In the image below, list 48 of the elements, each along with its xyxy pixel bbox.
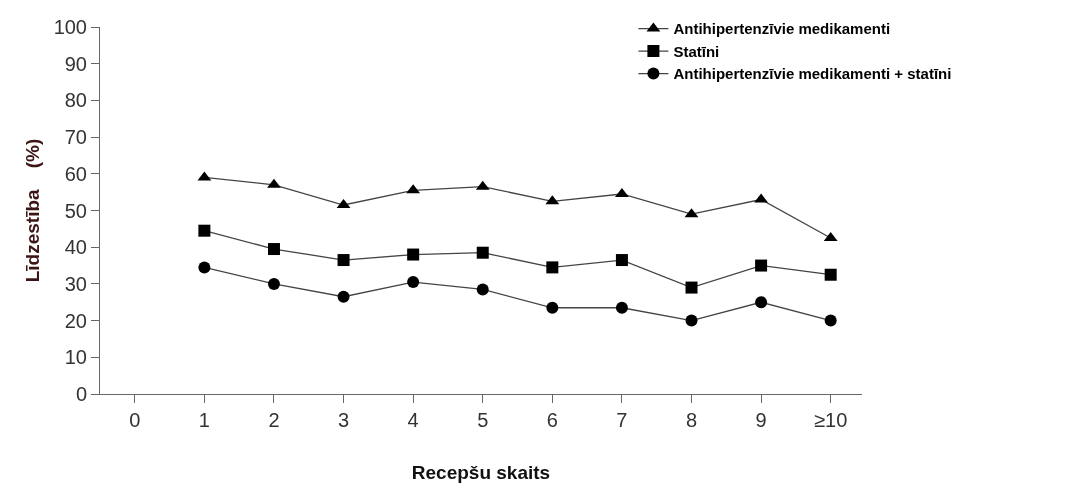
point [407,276,420,289]
y-tick-label: 0 [75,383,87,405]
point [337,290,350,303]
x-tick-label: 3 [338,409,350,431]
legend-label: Antihipertenzīvie medikamenti [673,20,891,38]
x-axis-title: Recepšu skaits [411,461,551,483]
point [755,296,768,309]
x-tick-label: 4 [407,409,419,431]
legend-label: Statīni [673,42,720,60]
legend-label: Antihipertenzīvie medikamenti + statīni [673,65,952,83]
x-tick-label: 0 [129,409,141,431]
x-tick-label: ≥10 [814,409,848,431]
x-tick-label: 9 [755,409,767,431]
point [685,314,698,327]
y-tick-label: 10 [64,346,87,369]
point [267,178,281,188]
point [198,224,211,237]
y-tick-label: 60 [64,162,87,185]
y-tick-label: 80 [64,89,87,112]
point [615,254,628,267]
point [546,261,559,274]
y-tick-label: 20 [64,309,87,332]
point [267,277,280,290]
point [267,243,280,256]
point [615,301,628,314]
x-tick-label: 1 [198,409,210,431]
point [685,281,698,294]
y-tick-label: 50 [64,199,87,222]
point [407,248,420,261]
x-tick-label: 2 [268,409,280,431]
point [755,259,768,272]
x-tick-label: 6 [546,409,558,431]
x-tick-label: 5 [477,409,489,431]
point [476,283,489,296]
y-tick-label: 40 [64,236,87,259]
point [337,254,350,267]
x-tick-label: 8 [685,409,698,431]
y-tick-label: 90 [64,52,87,75]
point [824,268,837,281]
y-axis-title: Līdzestība (%) [22,138,44,283]
point [546,301,559,314]
point [198,261,211,274]
y-tick-label: 70 [64,126,87,149]
y-tick-label: 30 [64,272,87,295]
y-tick-label: 100 [53,16,87,38]
x-tick-label: 7 [616,409,628,431]
point [824,314,837,327]
point [476,246,489,259]
